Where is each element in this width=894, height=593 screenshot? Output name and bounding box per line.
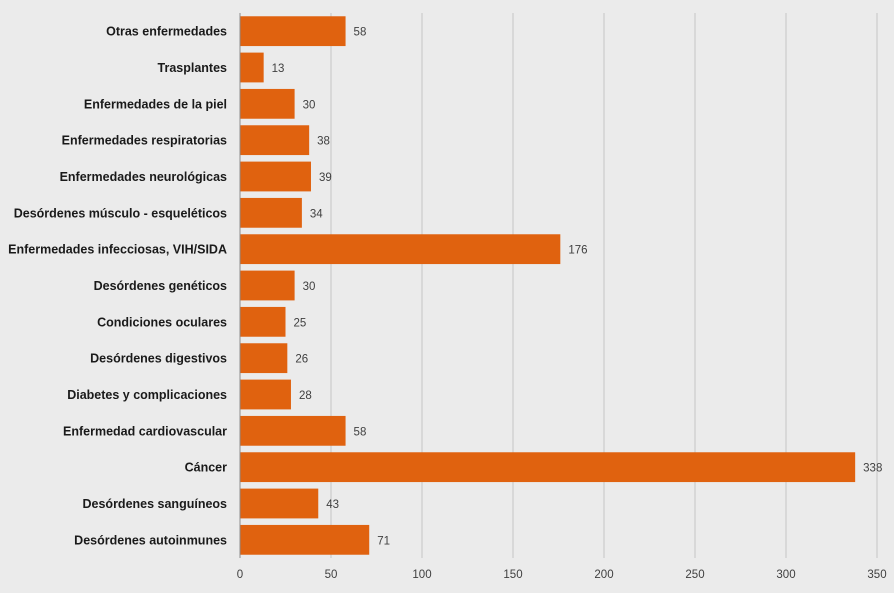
bar xyxy=(240,88,295,119)
data-label: 39 xyxy=(319,172,332,184)
data-label: 25 xyxy=(294,317,307,329)
bar xyxy=(240,524,370,555)
x-tick-label: 300 xyxy=(776,569,795,581)
category-label: Desórdenes músculo - esqueléticos xyxy=(14,206,227,220)
data-label: 58 xyxy=(354,27,367,39)
category-label: Desórdenes genéticos xyxy=(94,279,227,293)
data-label: 338 xyxy=(863,463,882,475)
category-label: Desórdenes autoinmunes xyxy=(74,533,227,547)
data-label: 30 xyxy=(303,99,316,111)
data-label: 43 xyxy=(326,499,339,511)
data-label: 58 xyxy=(354,426,367,438)
x-tick-label: 50 xyxy=(325,569,338,581)
data-label: 13 xyxy=(272,63,285,75)
category-label: Enfermedades de la piel xyxy=(84,97,227,111)
bar xyxy=(240,52,264,83)
bar xyxy=(240,161,311,192)
bar xyxy=(240,343,288,374)
data-label: 38 xyxy=(317,136,330,148)
value-labels: 58 13 30 38 39 34 176 30 25 26 28 58 338 43 71 xyxy=(272,27,883,548)
x-tick-label: 250 xyxy=(685,569,704,581)
category-label: Diabetes y complicaciones xyxy=(67,388,227,402)
x-tick-label: 0 xyxy=(237,569,243,581)
category-label: Trasplantes xyxy=(158,61,228,75)
category-label: Otras enfermedades xyxy=(106,25,227,39)
category-label: Desórdenes sanguíneos xyxy=(83,497,228,511)
data-label: 30 xyxy=(303,281,316,293)
x-tick-label: 150 xyxy=(503,569,522,581)
bar xyxy=(240,197,302,228)
bar xyxy=(240,452,856,483)
category-label: Enfermedades infecciosas, VIH/SIDA xyxy=(8,243,227,257)
x-tick-label: 100 xyxy=(412,569,431,581)
bars xyxy=(240,16,856,555)
category-labels: Otras enfermedades Trasplantes Enfermedade… xyxy=(8,25,227,548)
bar xyxy=(240,415,346,446)
gridlines xyxy=(330,13,878,558)
category-label: Enfermedades respiratorias xyxy=(62,134,227,148)
bar xyxy=(240,125,310,156)
data-label: 176 xyxy=(568,245,587,257)
category-label: Condiciones oculares xyxy=(97,315,227,329)
bar xyxy=(240,488,319,519)
category-label: Cáncer xyxy=(185,461,228,475)
x-tick-label: 200 xyxy=(594,569,613,581)
category-label: Desórdenes digestivos xyxy=(90,352,227,366)
data-label: 71 xyxy=(377,535,390,547)
bar xyxy=(240,16,346,47)
data-label: 26 xyxy=(295,354,308,366)
data-label: 34 xyxy=(310,208,323,220)
bar xyxy=(240,234,561,265)
bar xyxy=(240,270,295,301)
data-label: 28 xyxy=(299,390,312,402)
bar xyxy=(240,379,291,410)
bar xyxy=(240,306,286,337)
x-tick-label: 350 xyxy=(867,569,886,581)
x-axis-tick-labels: 0 50 100 150 200 250 300 350 xyxy=(237,569,887,581)
category-label: Enfermedad cardiovascular xyxy=(63,424,227,438)
category-label: Enfermedades neurológicas xyxy=(60,170,227,184)
